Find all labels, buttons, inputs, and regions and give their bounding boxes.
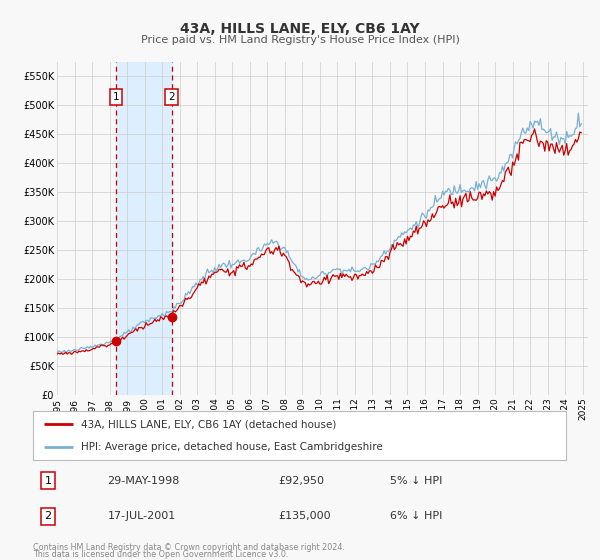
Text: 43A, HILLS LANE, ELY, CB6 1AY (detached house): 43A, HILLS LANE, ELY, CB6 1AY (detached … [81,419,337,430]
Text: 5% ↓ HPI: 5% ↓ HPI [390,475,442,486]
Text: 43A, HILLS LANE, ELY, CB6 1AY: 43A, HILLS LANE, ELY, CB6 1AY [180,22,420,36]
Text: 6% ↓ HPI: 6% ↓ HPI [390,511,442,521]
Text: 17-JUL-2001: 17-JUL-2001 [107,511,176,521]
Text: 1: 1 [44,475,52,486]
Text: £135,000: £135,000 [278,511,331,521]
Text: 2: 2 [44,511,52,521]
Text: This data is licensed under the Open Government Licence v3.0.: This data is licensed under the Open Gov… [33,550,289,559]
Text: 1: 1 [113,92,119,101]
Text: HPI: Average price, detached house, East Cambridgeshire: HPI: Average price, detached house, East… [81,442,383,452]
Text: Contains HM Land Registry data © Crown copyright and database right 2024.: Contains HM Land Registry data © Crown c… [33,543,345,552]
Text: 2: 2 [168,92,175,101]
Text: 29-MAY-1998: 29-MAY-1998 [107,475,180,486]
Bar [116,62,172,395]
Text: £92,950: £92,950 [278,475,324,486]
Text: Price paid vs. HM Land Registry's House Price Index (HPI): Price paid vs. HM Land Registry's House … [140,35,460,45]
